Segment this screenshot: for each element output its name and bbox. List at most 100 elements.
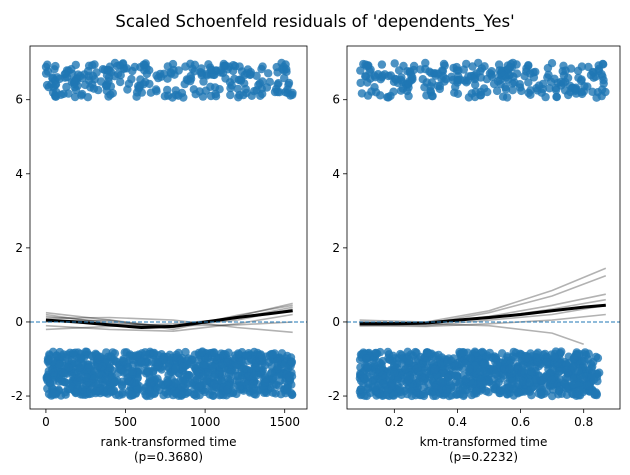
residual-point [508, 79, 517, 88]
residual-point [277, 58, 286, 68]
residual-point [218, 370, 227, 379]
residual-point [191, 90, 200, 99]
residual-point [429, 391, 438, 401]
residual-point [247, 91, 256, 101]
residual-point [518, 377, 527, 386]
residual-point [171, 364, 180, 373]
residual-point [132, 88, 142, 97]
residual-point [524, 78, 533, 87]
residual-point [116, 77, 125, 87]
residual-point [267, 368, 276, 377]
residual-point [404, 79, 413, 88]
residual-point [170, 70, 179, 79]
residual-point [42, 374, 52, 384]
residual-point [438, 72, 448, 81]
residual-point [508, 86, 517, 95]
residual-point [422, 91, 431, 100]
residual-point [517, 86, 526, 96]
residual-point [95, 352, 105, 361]
residual-point [551, 85, 561, 95]
residual-point [177, 391, 186, 400]
residual-point [287, 357, 297, 367]
residual-point [529, 73, 539, 82]
residual-point [601, 87, 610, 97]
residual-point [538, 376, 547, 385]
residual-point [254, 80, 263, 90]
residual-point [245, 70, 255, 80]
residual-point [430, 365, 439, 374]
residual-point [546, 368, 555, 377]
left-p-value-label: (p=0.3680) [134, 450, 203, 464]
residual-point [258, 62, 267, 71]
residual-point [64, 363, 73, 372]
residual-point [84, 363, 94, 372]
residual-point [44, 355, 54, 364]
residual-point [430, 383, 439, 392]
residual-point [404, 91, 413, 101]
residual-point [190, 390, 199, 399]
residual-point [273, 357, 282, 366]
bootstrap-line [45, 316, 293, 334]
residual-point [142, 63, 151, 73]
residual-point [476, 73, 486, 82]
residual-point [119, 357, 129, 366]
x-tick-label: 0.4 [448, 415, 467, 429]
residual-point [514, 388, 523, 397]
residual-point [212, 383, 221, 392]
residual-point [49, 389, 59, 398]
residual-point [43, 60, 52, 69]
residual-point [69, 77, 79, 87]
residual-point [362, 354, 371, 363]
residual-point [371, 88, 381, 97]
residual-point [566, 64, 576, 73]
residual-point [83, 66, 93, 76]
residual-point [235, 382, 244, 391]
residual-point [223, 357, 233, 367]
residual-point [387, 381, 397, 390]
residual-point [493, 77, 503, 86]
residual-point [368, 375, 378, 384]
residual-point [390, 368, 399, 377]
residual-point [476, 67, 485, 76]
residual-point [285, 372, 294, 382]
residual-point [44, 83, 53, 92]
residual-point [186, 358, 196, 367]
residual-point [460, 76, 469, 85]
residual-point [280, 73, 289, 83]
residual-point [384, 374, 394, 383]
residual-point [216, 66, 225, 75]
residual-point [488, 72, 497, 82]
residual-point [512, 60, 521, 69]
residual-point [579, 349, 589, 359]
left-subplot-marks [30, 58, 307, 401]
residual-point [215, 391, 224, 400]
residual-point [127, 367, 137, 376]
residual-point [122, 64, 131, 73]
residual-point [61, 353, 71, 362]
residual-point [580, 82, 589, 91]
residual-point [139, 80, 148, 89]
residual-point [145, 385, 154, 395]
y-tick-label: 6 [15, 93, 23, 107]
residual-point [183, 372, 192, 381]
residual-point [545, 84, 554, 93]
residual-point [159, 69, 169, 79]
x-tick-label: 0.2 [385, 415, 404, 429]
x-tick-label: 500 [114, 415, 137, 429]
residual-point [123, 85, 132, 94]
residual-point [440, 61, 449, 70]
residual-point [233, 371, 242, 380]
residual-point [598, 59, 607, 69]
residual-point [91, 386, 101, 396]
residual-point [113, 61, 122, 71]
residual-point [505, 364, 514, 374]
residual-point [178, 362, 188, 372]
residual-point [491, 369, 500, 379]
residual-point [153, 357, 162, 366]
residual-point [378, 371, 387, 380]
residual-point [577, 62, 587, 71]
residual-point [164, 91, 173, 100]
residual-point [181, 62, 190, 71]
residual-point [468, 62, 477, 71]
